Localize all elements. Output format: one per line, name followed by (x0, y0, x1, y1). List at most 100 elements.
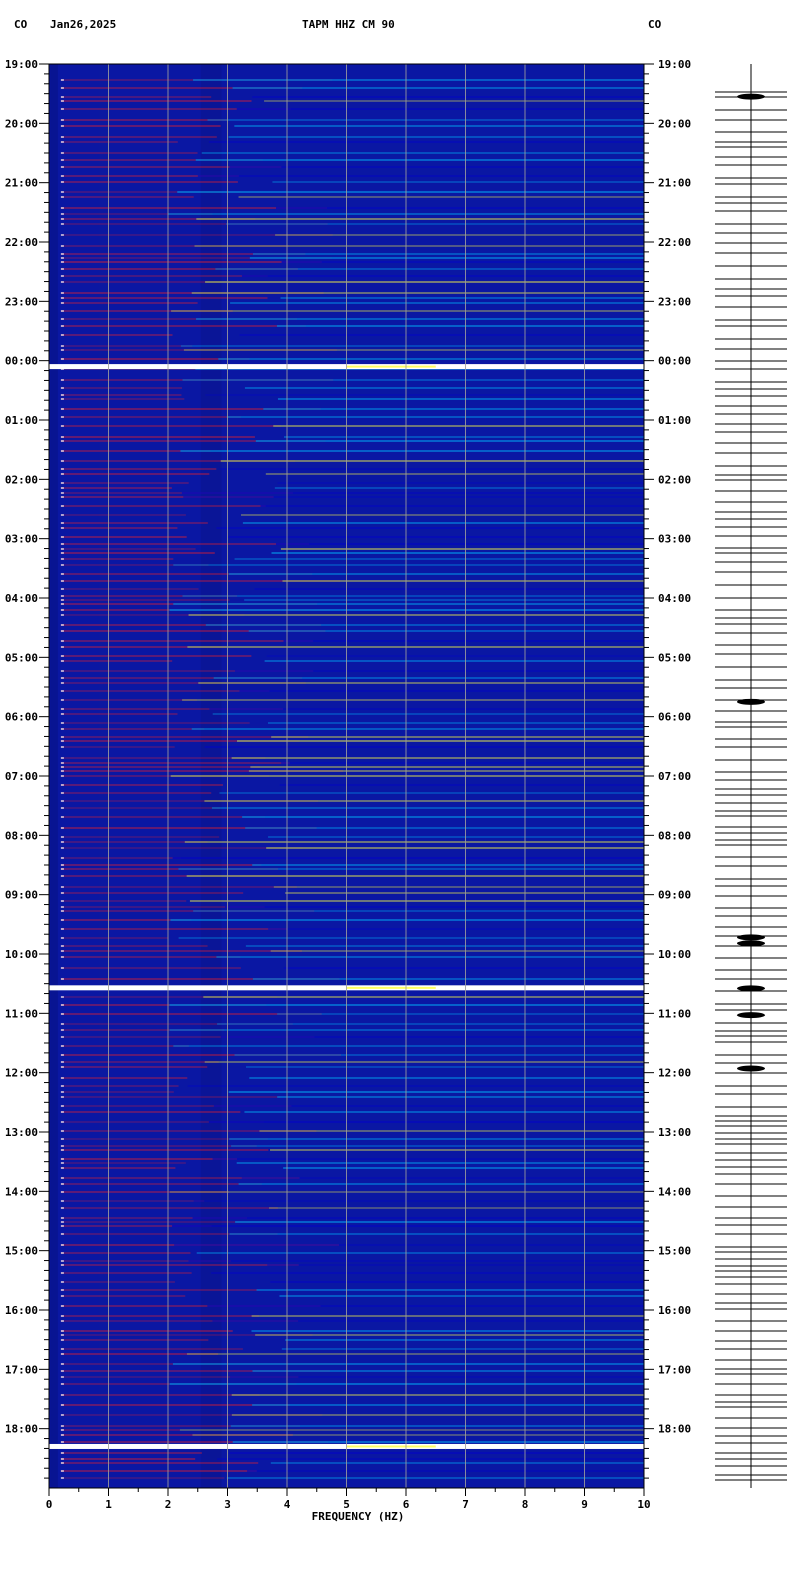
time-label-left: 20:00 (5, 117, 38, 130)
spectral-marker (60, 543, 64, 545)
station-title: TAPM HHZ CM 90 (302, 18, 395, 31)
spectral-marker (60, 614, 64, 616)
spectral-marker (60, 1121, 64, 1123)
spectral-marker (60, 603, 64, 605)
frequency-gridlines (108, 64, 585, 1488)
time-label-right: 22:00 (658, 236, 691, 249)
trace-event (737, 940, 765, 947)
spectral-marker (60, 599, 64, 601)
spectral-marker (60, 722, 64, 724)
spectral-marker (60, 125, 64, 127)
time-label-left: 18:00 (5, 1423, 38, 1436)
spectral-marker (60, 1177, 64, 1179)
spectral-marker (60, 1429, 64, 1431)
network-code-right: CO (648, 18, 662, 31)
spectral-marker (60, 996, 64, 998)
spectral-marker (60, 1452, 64, 1454)
spectral-marker (60, 1111, 64, 1113)
time-label-left: 05:00 (5, 651, 38, 664)
trace-event (737, 1065, 765, 1072)
spectral-marker (60, 261, 64, 263)
spectral-marker (60, 580, 64, 582)
time-label-left: 02:00 (5, 473, 38, 486)
spectral-marker (60, 1138, 64, 1140)
spectral-marker (60, 595, 64, 597)
time-label-right: 05:00 (658, 651, 691, 664)
frequency-axis: 0 1 2 3 4 5 6 7 8 9 10 (46, 1488, 651, 1511)
time-label-right: 18:00 (658, 1423, 691, 1436)
time-label-right: 20:00 (658, 117, 691, 130)
spectral-marker (60, 1353, 64, 1355)
spectral-marker (60, 166, 64, 168)
spectral-marker (60, 1470, 64, 1472)
spectral-marker (60, 919, 64, 921)
spectral-marker (60, 1434, 64, 1436)
spectral-marker (60, 297, 64, 299)
spectral-marker (60, 1096, 64, 1098)
spectral-marker (60, 1036, 64, 1038)
spectral-marker (60, 1458, 64, 1460)
spectral-marker (60, 1183, 64, 1185)
spectral-marker (60, 1167, 64, 1169)
time-label-right: 02:00 (658, 473, 691, 486)
spectral-marker (60, 492, 64, 494)
spectral-marker (60, 588, 64, 590)
spectral-marker (60, 736, 64, 738)
time-label-left: 06:00 (5, 711, 38, 724)
time-label-right: 01:00 (658, 414, 691, 427)
spectral-marker (60, 213, 64, 215)
spectral-marker (60, 268, 64, 270)
spectral-marker (60, 757, 64, 759)
spectral-marker (60, 660, 64, 662)
seismic-trace (715, 64, 787, 1488)
spectral-marker (60, 1091, 64, 1093)
spectral-marker (60, 310, 64, 312)
spectral-marker (60, 394, 64, 396)
spectral-marker (60, 1348, 64, 1350)
spectral-marker (60, 875, 64, 877)
spectral-marker (60, 334, 64, 336)
frequency-tick-label: 0 (46, 1498, 53, 1511)
spectral-marker (60, 1252, 64, 1254)
spectral-marker (60, 196, 64, 198)
frequency-tick-label: 9 (581, 1498, 588, 1511)
spectral-marker (60, 740, 64, 742)
spectral-marker (60, 956, 64, 958)
time-label-left: 23:00 (5, 295, 38, 308)
time-label-right: 15:00 (658, 1245, 691, 1258)
spectral-marker (60, 1414, 64, 1416)
spectral-marker (60, 108, 64, 110)
spectral-marker (60, 119, 64, 121)
spectral-marker (60, 624, 64, 626)
spectral-marker (60, 558, 64, 560)
spectral-marker (60, 967, 64, 969)
trace-event (737, 1012, 765, 1019)
time-label-left: 00:00 (5, 355, 38, 368)
time-label-right: 13:00 (658, 1126, 691, 1139)
spectral-marker (60, 1013, 64, 1015)
spectral-marker (60, 152, 64, 154)
spectral-marker (60, 349, 64, 351)
time-label-left: 03:00 (5, 533, 38, 546)
spectral-marker (60, 398, 64, 400)
spectral-marker (60, 775, 64, 777)
spectral-marker (60, 416, 64, 418)
time-label-right: 17:00 (658, 1363, 691, 1376)
spectral-marker (60, 302, 64, 304)
spectral-marker (60, 514, 64, 516)
time-label-right: 12:00 (658, 1067, 691, 1080)
time-label-right: 04:00 (658, 592, 691, 605)
spectral-marker (60, 436, 64, 438)
spectral-marker (60, 609, 64, 611)
spectral-marker (60, 136, 64, 138)
spectral-marker (60, 1085, 64, 1087)
spectral-marker (60, 847, 64, 849)
spectral-marker (60, 522, 64, 524)
spectral-marker (60, 1029, 64, 1031)
spectral-marker (60, 159, 64, 161)
spectral-marker (60, 928, 64, 930)
spectral-marker (60, 864, 64, 866)
spectral-marker (60, 552, 64, 554)
time-label-right: 03:00 (658, 533, 691, 546)
